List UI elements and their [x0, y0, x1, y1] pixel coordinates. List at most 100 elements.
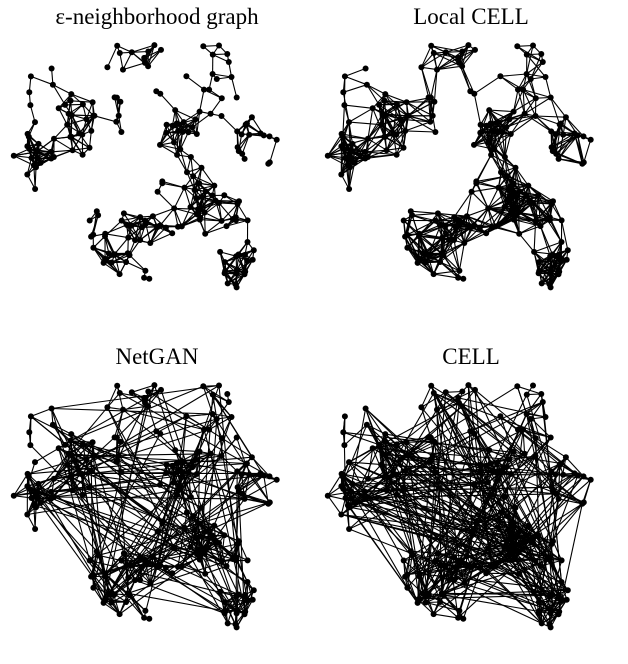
- graph-edge: [546, 77, 551, 98]
- graph-node: [142, 268, 148, 274]
- graph-node: [117, 50, 123, 56]
- graph-node: [62, 442, 68, 448]
- graph-node: [219, 218, 225, 224]
- graph-node: [471, 562, 477, 568]
- graph-node: [109, 600, 115, 606]
- graph-node: [416, 598, 422, 604]
- graph-node: [530, 383, 536, 389]
- graph-edge: [35, 448, 59, 462]
- graph-node: [113, 119, 119, 125]
- graph-edge: [541, 226, 553, 254]
- graph-node: [533, 558, 539, 564]
- graph-node: [457, 221, 463, 227]
- graph-node: [486, 107, 492, 113]
- graph-node: [428, 43, 434, 49]
- graph-node: [496, 525, 502, 531]
- graph-node: [459, 403, 465, 409]
- graph-node: [523, 533, 529, 539]
- graph-node: [504, 173, 510, 179]
- graph-node: [274, 477, 280, 483]
- graph-edge: [368, 139, 387, 150]
- graph-node: [556, 156, 562, 162]
- graph-node: [48, 489, 54, 495]
- graph-node: [460, 276, 466, 282]
- graph-node: [229, 414, 235, 420]
- graph-node: [527, 538, 533, 544]
- graph-node: [102, 598, 108, 604]
- graph-node: [363, 66, 369, 72]
- graph-node: [516, 571, 522, 577]
- graph-node: [565, 247, 571, 253]
- graph-node: [210, 52, 216, 58]
- graph-node: [455, 395, 461, 401]
- graph-node: [425, 252, 431, 258]
- graph-node: [32, 459, 38, 465]
- graph-edge: [472, 188, 499, 192]
- graph-edge: [54, 139, 73, 150]
- graph-node: [68, 438, 74, 444]
- graph-node: [70, 147, 76, 153]
- graph-node: [219, 95, 225, 101]
- graph-node: [402, 128, 408, 134]
- graph-node: [550, 538, 556, 544]
- graph-edge: [35, 167, 36, 189]
- graph-node: [24, 172, 30, 178]
- graph-node: [495, 119, 501, 125]
- graph-node: [90, 439, 96, 445]
- graph-node: [163, 130, 169, 136]
- graph-edge: [584, 140, 591, 163]
- graph-node: [181, 119, 187, 125]
- graph-node: [559, 579, 565, 585]
- graph-node: [48, 156, 54, 162]
- graph-node: [431, 271, 437, 277]
- graph-node: [538, 223, 544, 229]
- graph-node: [507, 535, 513, 541]
- graph-node: [471, 482, 477, 488]
- graph-node: [155, 189, 161, 195]
- graph-node: [538, 563, 544, 569]
- graph-node: [550, 488, 556, 494]
- graph-node: [32, 186, 38, 192]
- graph-node: [206, 87, 212, 93]
- graph-node: [556, 252, 562, 258]
- graph-node: [163, 470, 169, 476]
- graph-node: [430, 453, 436, 459]
- graph-node: [199, 194, 205, 200]
- graph-edge: [177, 155, 187, 172]
- graph-node: [208, 451, 214, 457]
- graph-node: [188, 494, 194, 500]
- graph-node: [225, 280, 231, 286]
- graph-node: [507, 195, 513, 201]
- graph-node: [427, 459, 433, 465]
- graph-node: [151, 382, 157, 388]
- graph-node: [267, 133, 273, 139]
- graph-node: [150, 553, 156, 559]
- graph-node: [439, 590, 445, 596]
- graph-node: [513, 194, 519, 200]
- graph-node: [365, 136, 371, 142]
- graph-node: [543, 74, 549, 80]
- graph-node: [245, 239, 251, 245]
- graph-node: [109, 260, 115, 266]
- graph-node: [236, 198, 242, 204]
- graph-node: [88, 574, 94, 580]
- graph-node: [559, 239, 565, 245]
- graph-node: [34, 149, 40, 155]
- graph-edge: [200, 90, 204, 112]
- graph-node: [116, 113, 122, 119]
- graph-node: [233, 621, 239, 627]
- graph-node: [524, 52, 530, 58]
- graph-node: [250, 257, 256, 263]
- graph-node: [192, 456, 198, 462]
- graph-node: [383, 452, 389, 458]
- graph-node: [69, 112, 75, 118]
- graph-node: [478, 462, 484, 468]
- graph-edge: [385, 115, 386, 137]
- graph-node: [350, 481, 356, 487]
- graph-node: [118, 469, 124, 475]
- graph-edges: [14, 45, 277, 287]
- graph-node: [382, 474, 388, 480]
- graph-node: [233, 281, 239, 287]
- graph-node: [536, 608, 542, 614]
- graph-node: [70, 487, 76, 493]
